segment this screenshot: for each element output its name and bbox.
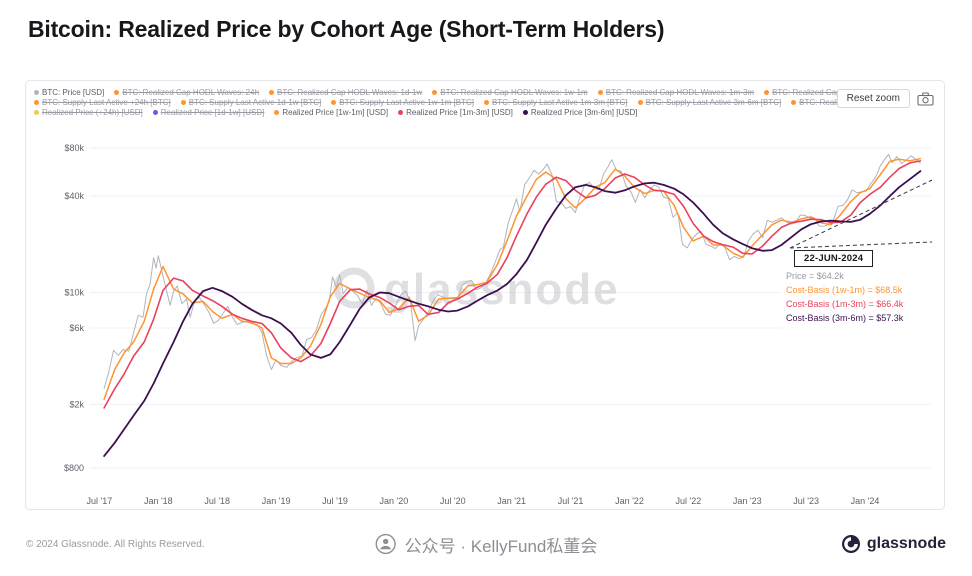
legend-dot-icon (432, 90, 438, 95)
footer-center: 公众号 · KellyFund私董会 (375, 532, 598, 557)
x-tick-label: Jan '18 (144, 496, 173, 506)
legend-item[interactable]: Realized Price [1w-1m] [USD] (274, 108, 388, 117)
legend-item-label: Realized Price [1d-1w] [USD] (160, 108, 265, 117)
legend-item[interactable]: Realized Price (+24h) [USD] (34, 108, 143, 117)
annotation-lines: Price = $64.2k Cost-Basis (1w-1m) = $68.5… (780, 267, 930, 330)
annotation-line: Cost-Basis (1m-3m) = $66.4k (786, 298, 904, 309)
legend-rows: BTC: Price [USD] BTC: Realized Cap HODL W… (34, 88, 936, 117)
copyright-text: © 2024 Glassnode. All Rights Reserved. (26, 538, 205, 550)
annotation-line: Cost-Basis (3m-6m) = $57.3k (786, 312, 904, 323)
legend-item-label: Realized Price [3m-6m] [USD] (530, 108, 638, 117)
legend-item-label: BTC: Realized Cap HODL Waves: 1m-3m (605, 88, 755, 97)
legend-dot-icon (274, 110, 280, 115)
legend-dot-icon (637, 100, 643, 105)
x-tick-label: Jan '22 (615, 496, 644, 506)
x-tick-label: Jan '23 (733, 496, 762, 506)
legend-item[interactable]: BTC: Realized Cap HODL Waves: 1m-3m (597, 88, 755, 97)
glassnode-logo-text: glassnode (866, 535, 946, 552)
legend-dot-icon (34, 100, 39, 105)
legend-dot-icon (791, 100, 797, 105)
legend-item-label: Realized Price [1w-1m] [USD] (282, 108, 389, 117)
y-tick-label: $10k (64, 287, 84, 297)
y-tick-label: $40k (64, 191, 84, 201)
legend-item-label: BTC: Supply Last Active +24h [BTC] (42, 98, 171, 107)
series-rp-1m-3m (103, 160, 922, 409)
legend-row: BTC: Supply Last Active +24h [BTC] BTC: S… (34, 98, 936, 107)
series-rp-3m-6m (103, 170, 922, 458)
legend-item-label: BTC: Supply Last Active 3m-6m [BTC] (645, 98, 782, 107)
legend-item-label: BTC: Price [USD] (42, 88, 105, 97)
x-tick-label: Jan '21 (497, 496, 526, 506)
x-tick-label: Jan '24 (851, 496, 880, 506)
legend-item-label: BTC: Supply Last Active 1d-1w [BTC] (188, 98, 322, 107)
x-tick-label: Jul '17 (87, 496, 113, 506)
legend-dot-icon (331, 100, 337, 105)
x-tick-label: Jul '19 (322, 496, 348, 506)
legend-row: BTC: Price [USD] BTC: Realized Cap HODL W… (34, 88, 936, 97)
legend-item-label: BTC: Realized Cap HODL... (772, 88, 872, 97)
legend-dot-icon (764, 90, 770, 95)
camera-icon[interactable] (917, 92, 934, 106)
legend-item[interactable]: BTC: Supply Last Active +24h [BTC] (34, 98, 171, 107)
legend-item[interactable]: BTC: Realized Cap HODL Waves: 1w-1m (432, 88, 588, 97)
legend: BTC: Price [USD] BTC: Realized Cap HODL W… (34, 88, 936, 126)
callout-dashed-line (789, 179, 933, 249)
annotation-line: Cost-Basis (1w-1m) = $68.5k (786, 284, 903, 295)
legend-dot-icon (597, 90, 603, 95)
x-tick-label: Jan '19 (262, 496, 291, 506)
y-tick-label: $80k (64, 143, 84, 153)
legend-item[interactable]: Realized Price [1m-3m] [USD] (398, 108, 513, 117)
y-tick-label: $800 (64, 463, 84, 473)
legend-item[interactable]: BTC: Supply Last Active 1d-1w [BTC] (180, 98, 322, 107)
legend-dot-icon (152, 110, 158, 115)
x-tick-label: Jan '20 (380, 496, 409, 506)
legend-item-label: BTC: Supply Last Active 1m-3m [BTC] (491, 98, 628, 107)
legend-item[interactable]: BTC: Supply Last Active 1m-3m [BTC] (483, 98, 628, 107)
legend-dot-icon (34, 90, 39, 95)
legend-dot-icon (180, 100, 186, 105)
annotation-date: 22-JUN-2024 (794, 250, 874, 267)
legend-item[interactable]: BTC: Supply Last Active 3m-6m [BTC] (637, 98, 782, 107)
glassnode-logo-icon (841, 534, 861, 554)
glassnode-logo: glassnode (841, 534, 946, 554)
wechat-account-icon (375, 533, 397, 555)
legend-dot-icon (483, 100, 489, 105)
legend-dot-icon (398, 110, 404, 115)
x-tick-label: Jul '21 (558, 496, 584, 506)
legend-item[interactable]: BTC: Price [USD] (34, 88, 104, 97)
legend-item[interactable]: BTC: Realized Cap HODL... (764, 88, 872, 97)
x-tick-label: Jul '20 (440, 496, 466, 506)
legend-item-label: BTC: Realized Cap HODL Waves: 1d-1w (277, 88, 423, 97)
footer: © 2024 Glassnode. All Rights Reserved. 公… (0, 524, 972, 564)
legend-dot-icon (34, 110, 39, 115)
annotation-callout: 22-JUN-2024 Price = $64.2k Cost-Basis (1w… (780, 250, 930, 330)
legend-item-label: BTC: Realized Cap HODL Waves: 24h (122, 88, 260, 97)
x-tick-label: Jul '18 (204, 496, 230, 506)
legend-item[interactable]: BTC: Supply Last Active 1w-1m [BTC] (331, 98, 474, 107)
callout-dashed-line (789, 241, 933, 249)
annotation-line: Price = $64.2k (786, 271, 844, 281)
page-title: Bitcoin: Realized Price by Cohort Age (S… (28, 16, 665, 42)
x-tick-label: Jul '23 (793, 496, 819, 506)
reset-zoom-button[interactable]: Reset zoom (836, 89, 910, 108)
legend-item-label: BTC: Supply Last Active 1w-1m [BTC] (339, 98, 474, 107)
chart-area[interactable]: $80k $40k $10k $6k $2k $800 Jul '17 Jan '18 Jul … (34, 128, 936, 510)
legend-item-label: BTC: Realized Cap HODL Waves: 1w-1m (440, 88, 588, 97)
legend-item[interactable]: BTC: Realized Cap HODL Waves: 1d-1w (269, 88, 422, 97)
y-tick-label: $6k (69, 323, 84, 333)
footer-center-text: 公众号 · KellyFund私董会 (404, 536, 598, 556)
x-tick-label: Jul '22 (675, 496, 701, 506)
legend-row: Realized Price (+24h) [USD] Realized Pric… (34, 108, 936, 117)
legend-dot-icon (114, 90, 120, 95)
y-tick-label: $2k (69, 399, 84, 409)
legend-dot-icon (269, 90, 275, 95)
legend-item[interactable]: Realized Price [3m-6m] [USD] (522, 108, 638, 117)
legend-item[interactable]: BTC: Realized Cap HODL Waves: 24h (114, 88, 259, 97)
legend-item-label: Realized Price [1m-3m] [USD] (406, 108, 513, 117)
series-rp-1w-1m (103, 157, 922, 401)
legend-dot-icon (522, 110, 528, 115)
chart-panel: BTC: Price [USD] BTC: Realized Cap HODL W… (25, 80, 945, 510)
legend-item-label: Realized Price (+24h) [USD] (42, 108, 143, 117)
legend-item[interactable]: Realized Price [1d-1w] [USD] (152, 108, 265, 117)
